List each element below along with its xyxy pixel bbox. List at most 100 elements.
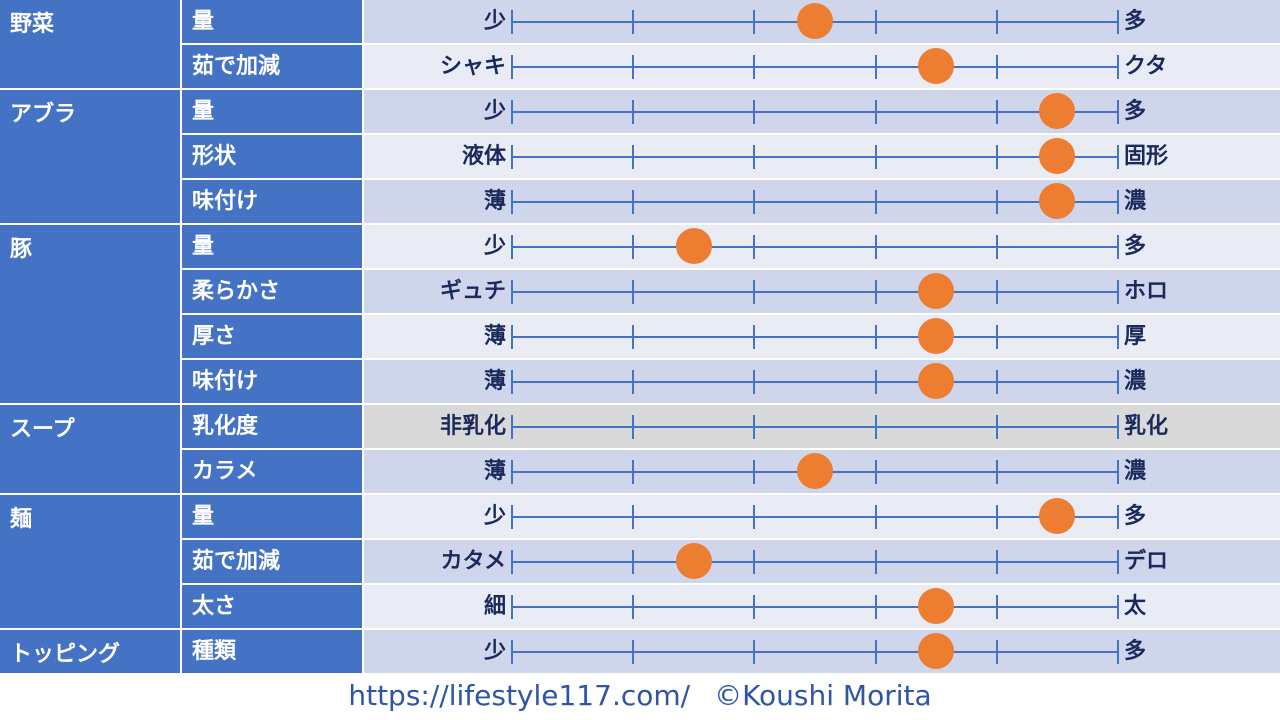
scale-tick xyxy=(875,595,877,619)
scale-tick xyxy=(875,55,877,79)
scale-tick xyxy=(753,595,755,619)
scale-tick xyxy=(632,550,634,574)
category-label: アブラ xyxy=(0,90,180,225)
scale-tick xyxy=(875,370,877,394)
scale-track: 少多 xyxy=(364,225,1280,268)
scale-axis xyxy=(512,246,1118,248)
scale-track: 少多 xyxy=(364,0,1280,43)
footer-url[interactable]: https://lifestyle117.com/ xyxy=(348,679,691,712)
category-label: 豚 xyxy=(0,225,180,405)
scale-axis xyxy=(512,606,1118,608)
scale-tick xyxy=(511,415,513,439)
scale-tick xyxy=(511,10,513,34)
scale-axis xyxy=(512,426,1118,428)
scale-max-label: 固形 xyxy=(1124,144,1169,169)
scale-max-label: 多 xyxy=(1124,234,1147,259)
scale-track: 少多 xyxy=(364,495,1280,538)
scale-axis xyxy=(512,381,1118,383)
scale-tick xyxy=(632,235,634,259)
scale-tick xyxy=(1117,460,1119,484)
scale-tick xyxy=(875,100,877,124)
scale-tick xyxy=(511,100,513,124)
scale-min-label: 薄 xyxy=(483,369,506,394)
level-marker xyxy=(1039,498,1076,534)
scale-tick xyxy=(511,325,513,349)
level-marker xyxy=(675,543,712,579)
scale-track: 液体 固形 xyxy=(364,135,1280,178)
scale-tick xyxy=(753,550,755,574)
attribute-label: 形状 xyxy=(182,135,362,178)
level-marker xyxy=(1039,183,1076,219)
attribute-label: 茹で加減 xyxy=(182,45,362,88)
scale-tick xyxy=(511,640,513,664)
level-marker xyxy=(797,453,833,489)
attribute-label: 乳化度 xyxy=(182,405,362,448)
scale-max-label: 乳化 xyxy=(1124,414,1169,439)
category-label: トッピング xyxy=(0,630,180,675)
scale-tick xyxy=(632,640,634,664)
scale-tick xyxy=(996,100,998,124)
scale-track: 薄濃 xyxy=(364,450,1280,493)
scale-tick xyxy=(875,415,877,439)
scale-track: ギュチ ホロ xyxy=(364,270,1280,313)
scale-track: シャキ クタ xyxy=(364,45,1280,88)
scale-tick xyxy=(753,55,755,79)
scale-min-label: 薄 xyxy=(483,324,506,349)
scale-max-label: 多 xyxy=(1124,99,1147,124)
level-marker xyxy=(918,273,955,309)
scale-min-label: 少 xyxy=(483,99,506,124)
attribute-row: 柔らかさ ギュチ ホロ xyxy=(182,270,1280,315)
scale-axis xyxy=(512,561,1118,563)
scale-min-label: シャキ xyxy=(439,54,506,79)
ramen-preference-chart: 野菜量少多茹で加減 シャキ クタ アブラ量少多形状 液体 固形 味付け薄濃豚量少多柔らかさギ… xyxy=(0,0,1280,675)
scale-tick xyxy=(875,190,877,214)
attribute-label: 量 xyxy=(182,90,362,133)
scale-track: 少多 xyxy=(364,630,1280,673)
scale-tick xyxy=(632,280,634,304)
scale-tick xyxy=(996,640,998,664)
attribute-row: 形状 液体 固形 xyxy=(182,135,1280,180)
scale-tick xyxy=(1117,550,1119,574)
scale-tick xyxy=(632,10,634,34)
attribute-row: カラメ薄濃 xyxy=(182,450,1280,495)
scale-tick xyxy=(875,280,877,304)
scale-tick xyxy=(996,55,998,79)
scale-track: 細太 xyxy=(364,585,1280,628)
scale-tick xyxy=(996,325,998,349)
scale-tick xyxy=(753,505,755,529)
scale-tick xyxy=(1117,55,1119,79)
scale-tick xyxy=(996,280,998,304)
scale-tick xyxy=(875,460,877,484)
scale-tick xyxy=(511,595,513,619)
level-marker xyxy=(918,318,955,354)
scale-axis xyxy=(512,66,1118,68)
category-label: 麺 xyxy=(0,495,180,630)
scale-min-label: カタメ xyxy=(440,549,506,574)
scale-max-label: 濃 xyxy=(1124,189,1147,214)
scale-track: 薄濃 xyxy=(364,180,1280,223)
attribute-row: 茹で加減 シャキ クタ xyxy=(182,45,1280,90)
scale-max-label: 濃 xyxy=(1124,459,1147,484)
scale-min-label: 細 xyxy=(483,594,506,619)
attribute-label: 味付け xyxy=(182,360,362,403)
scale-tick xyxy=(875,235,877,259)
scale-tick xyxy=(753,190,755,214)
scale-min-label: 薄 xyxy=(483,459,506,484)
scale-tick xyxy=(511,460,513,484)
attribute-label: 味付け xyxy=(182,180,362,223)
footer: https://lifestyle117.com/ ©Koushi Morita xyxy=(0,676,1280,716)
scale-min-label: 少 xyxy=(483,9,506,34)
scale-tick xyxy=(996,550,998,574)
scale-max-label: クタ xyxy=(1124,54,1168,79)
scale-tick xyxy=(1117,235,1119,259)
scale-tick xyxy=(632,100,634,124)
scale-tick xyxy=(1117,370,1119,394)
scale-tick xyxy=(996,415,998,439)
scale-min-label: 薄 xyxy=(483,189,506,214)
scale-tick xyxy=(511,145,513,169)
scale-max-label: 多 xyxy=(1124,9,1147,34)
scale-track: 非乳化 乳化 xyxy=(364,405,1280,448)
scale-tick xyxy=(1117,145,1119,169)
attribute-row: 種類少多 xyxy=(182,630,1280,675)
scale-track: カタメ デロ xyxy=(364,540,1280,583)
